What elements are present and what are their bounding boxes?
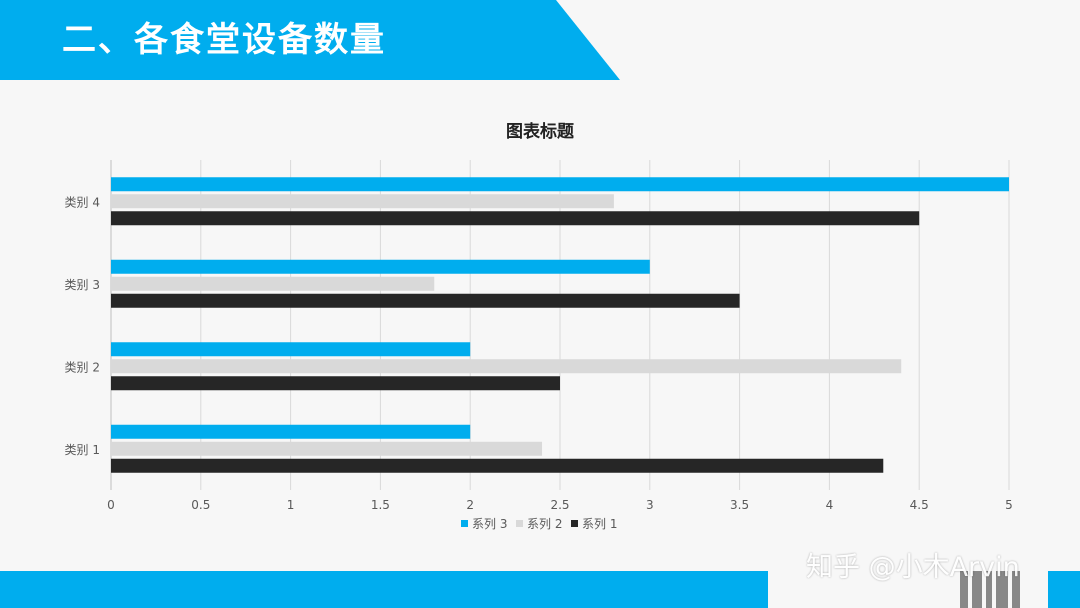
bar-series-2 [111, 441, 543, 456]
bar-series-1 [111, 211, 920, 226]
bar-series-1 [111, 458, 884, 473]
legend-swatch-series-2 [516, 520, 523, 527]
bar-series-1 [111, 376, 560, 391]
bar-series-3 [111, 342, 471, 357]
chart-title: 图表标题 [506, 121, 575, 142]
x-tick-label: 3.5 [730, 498, 749, 512]
x-tick-label: 3 [646, 498, 654, 512]
category-label: 类别 1 [65, 443, 100, 457]
x-tick-label: 5 [1005, 498, 1013, 512]
x-tick-label: 1 [287, 498, 295, 512]
bar-chart: 图表标题 0 0.5 1 1.5 2 2.5 3 3.5 4 4.5 5 类别 1 类别 2 类别 3 类别 … [65, 121, 1013, 531]
bar-series-3 [111, 424, 471, 439]
legend-label-series-2: 系列 2 [527, 517, 562, 531]
slide-title: 二、各食堂设备数量 [62, 20, 386, 60]
x-tick-label: 4.5 [910, 498, 929, 512]
legend-label-series-3: 系列 3 [472, 517, 507, 531]
x-tick-label: 0 [107, 498, 115, 512]
corner-stripes [960, 571, 1026, 608]
bottom-accent-bar [0, 571, 768, 608]
category-label: 类别 2 [65, 360, 100, 374]
category-label: 类别 3 [65, 278, 100, 292]
legend-swatch-series-1 [571, 520, 578, 527]
x-tick-label: 4 [826, 498, 834, 512]
x-tick-label: 0.5 [191, 498, 210, 512]
bar-series-2 [111, 359, 902, 374]
watermark: 知乎 @小木Arvin [806, 552, 1020, 583]
bar-series-1 [111, 293, 740, 308]
legend-label-series-1: 系列 1 [582, 517, 617, 531]
bar-series-3 [111, 177, 1009, 192]
bar-series-2 [111, 194, 614, 209]
category-label: 类别 4 [65, 195, 100, 209]
bottom-accent-bar-right [1048, 571, 1080, 608]
legend-swatch-series-3 [461, 520, 468, 527]
title-banner [0, 0, 620, 80]
x-tick-label: 2 [466, 498, 474, 512]
bar-series-3 [111, 259, 650, 274]
x-tick-label: 1.5 [371, 498, 390, 512]
x-tick-label: 2.5 [550, 498, 569, 512]
bar-series-2 [111, 276, 435, 291]
